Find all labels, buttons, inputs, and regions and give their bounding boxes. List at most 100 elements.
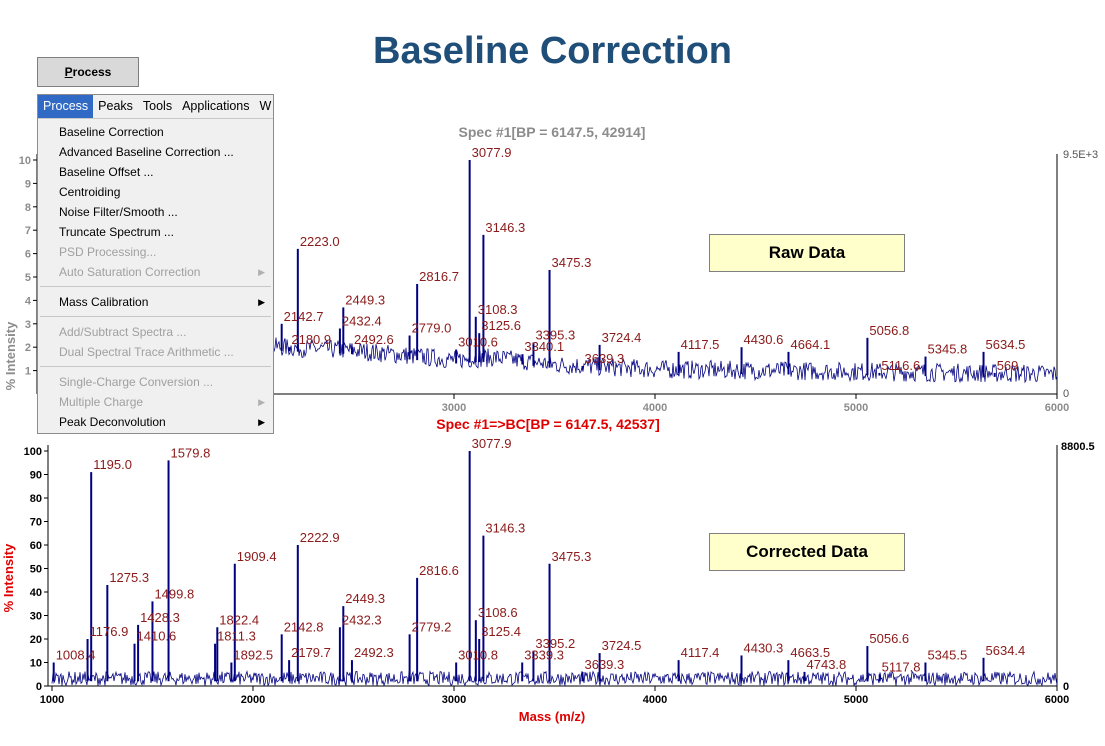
bc-peak-label: 4743.8 [807, 657, 847, 672]
corrected-data-callout: Corrected Data [709, 533, 905, 571]
menu-item-centroiding[interactable]: Centroiding [38, 182, 273, 202]
bc-peak-label: 5117.8 [882, 659, 921, 674]
bc-y-tick-label: 70 [30, 517, 42, 529]
raw-peak-label: 5116.6 [881, 358, 920, 373]
corrected-spectrum-chart: Spec #1=>BC[BP = 6147.5, 42537] % Intens… [1, 416, 1095, 724]
menu-item-advanced-baseline-correction[interactable]: Advanced Baseline Correction ... [38, 142, 273, 162]
menu-process[interactable]: Process [38, 95, 94, 118]
menu-item-baseline-offset[interactable]: Baseline Offset ... [38, 162, 273, 182]
bc-x-tick-label: 5000 [844, 694, 868, 706]
bc-peak-label: 2492.3 [354, 645, 394, 660]
corrected-spectrum-header: Spec #1=>BC[BP = 6147.5, 42537] [436, 416, 660, 432]
raw-spectrum-header: Spec #1[BP = 6147.5, 42914] [459, 124, 646, 140]
bc-peak-label: 2779.2 [412, 619, 452, 634]
menu-item-label: Truncate Spectrum ... [59, 225, 174, 239]
raw-peak-label: 5345.8 [928, 342, 968, 357]
raw-peak-label: 3108.3 [478, 302, 518, 317]
raw-y-axis-label: % Intensity [3, 321, 18, 390]
raw-y-tick-label: 2 [25, 342, 31, 354]
bc-y-tick-label: 40 [30, 587, 42, 599]
raw-y-tick-label: 7 [25, 225, 31, 237]
bc-peak-label: 4663.5 [790, 645, 830, 660]
menu-item-dual-spectral-trace: Dual Spectral Trace Arithmetic ... [38, 342, 273, 362]
bc-x-tick-label: 2000 [241, 694, 265, 706]
raw-peak-label: 2223.0 [300, 234, 340, 249]
menu-item-label: Single-Charge Conversion ... [59, 375, 214, 389]
raw-peak-label: 2779.0 [412, 321, 452, 336]
bc-x-tick-label: 1000 [40, 694, 64, 706]
bc-peak-label: 5345.5 [927, 648, 967, 663]
menu-item-psd-processing: PSD Processing... [38, 242, 273, 262]
bc-peak-label: 1195.0 [93, 457, 132, 472]
menu-item-baseline-correction[interactable]: Baseline Correction [38, 122, 273, 142]
bc-peak-label: 1008.4 [56, 648, 96, 663]
menu-separator [40, 366, 271, 367]
menu-item-peak-deconvolution[interactable]: Peak Deconvolution ▶ [38, 412, 273, 432]
bc-y-tick-label: 30 [30, 611, 42, 623]
menu-applications[interactable]: Applications [182, 99, 250, 113]
raw-peak-label: 2142.7 [284, 309, 324, 324]
menu-item-label: Multiple Charge [59, 395, 144, 409]
bc-peak-label: 2222.9 [300, 530, 340, 545]
raw-peak-label: 4117.5 [681, 337, 720, 352]
menu-window[interactable]: W [259, 99, 272, 113]
bc-peak-label: 2432.3 [342, 612, 382, 627]
bc-peak-label: 5056.6 [869, 631, 909, 646]
raw-peak-label: 3724.4 [602, 330, 642, 345]
raw-x-tick-label: 5000 [844, 402, 868, 414]
raw-peak-label: 3475.3 [552, 255, 592, 270]
corrected-x-axis-label: Mass (m/z) [519, 709, 585, 724]
raw-x-tick-label: 3000 [442, 402, 466, 414]
raw-y-tick-label: 5 [25, 272, 31, 284]
menu-item-label: Advanced Baseline Correction ... [59, 145, 234, 159]
raw-peak-label: 4664.1 [790, 337, 830, 352]
corrected-right-scale-bottom: 0 [1063, 681, 1069, 693]
bc-x-tick-label: 4000 [643, 694, 667, 706]
menu-item-mass-calibration[interactable]: Mass Calibration ▶ [38, 292, 273, 312]
bc-peak-label: 4117.4 [681, 645, 720, 660]
submenu-arrow-icon: ▶ [258, 397, 265, 407]
raw-y-tick-label: 8 [25, 202, 31, 214]
bc-peak-label: 5634.4 [986, 643, 1026, 658]
raw-peak-label: 3639.3 [584, 351, 624, 366]
bc-peak-label: 2179.7 [291, 645, 331, 660]
bc-peak-label: 4430.3 [743, 640, 783, 655]
menu-item-label: Dual Spectral Trace Arithmetic ... [59, 345, 234, 359]
submenu-arrow-icon: ▶ [258, 417, 265, 427]
bc-y-tick-label: 100 [24, 446, 42, 458]
menu-peaks[interactable]: Peaks [98, 99, 133, 113]
menu-bar: Process Peaks Tools Applications W [38, 95, 273, 119]
bc-x-tick-label: 3000 [442, 694, 466, 706]
bc-peak-label: 3339.3 [524, 648, 564, 663]
bc-y-tick-label: 80 [30, 493, 42, 505]
bc-y-tick-label: 90 [30, 470, 42, 482]
bc-y-tick-label: 60 [30, 540, 42, 552]
bc-peak-label: 3108.6 [478, 605, 518, 620]
raw-peak-label: 2816.7 [419, 269, 459, 284]
menu-separator [40, 316, 271, 317]
raw-peak-label: 569 [997, 358, 1019, 373]
bc-peak-label: 1275.3 [109, 570, 149, 585]
page-title: Baseline Correction [373, 30, 732, 72]
bc-peak-label: 2142.8 [284, 619, 324, 634]
menu-item-single-charge-conversion: Single-Charge Conversion ... [38, 372, 273, 392]
bc-peak-label: 3475.3 [552, 549, 592, 564]
raw-right-scale-bottom: 0 [1063, 388, 1069, 400]
raw-y-tick-label: 9 [25, 178, 31, 190]
menu-item-label: Peak Deconvolution [59, 415, 166, 429]
menu-tools[interactable]: Tools [142, 99, 173, 113]
process-menu: Process Peaks Tools Applications W Basel… [37, 94, 274, 434]
bc-peak-label: 1822.4 [219, 612, 259, 627]
menu-item-label: Noise Filter/Smooth ... [59, 205, 178, 219]
bc-peak-label: 1579.8 [171, 445, 211, 460]
bc-peak-label: 3639.3 [584, 657, 624, 672]
menu-item-truncate-spectrum[interactable]: Truncate Spectrum ... [38, 222, 273, 242]
bc-peak-label: 3125.4 [481, 624, 521, 639]
raw-x-tick-label: 6000 [1045, 402, 1069, 414]
menu-item-noise-filter[interactable]: Noise Filter/Smooth ... [38, 202, 273, 222]
raw-peak-label: 5634.5 [986, 337, 1026, 352]
corrected-y-axis-label: % Intensity [1, 543, 16, 612]
raw-peak-label: 3395.3 [535, 328, 575, 343]
corrected-baseline-trace [51, 670, 1058, 687]
